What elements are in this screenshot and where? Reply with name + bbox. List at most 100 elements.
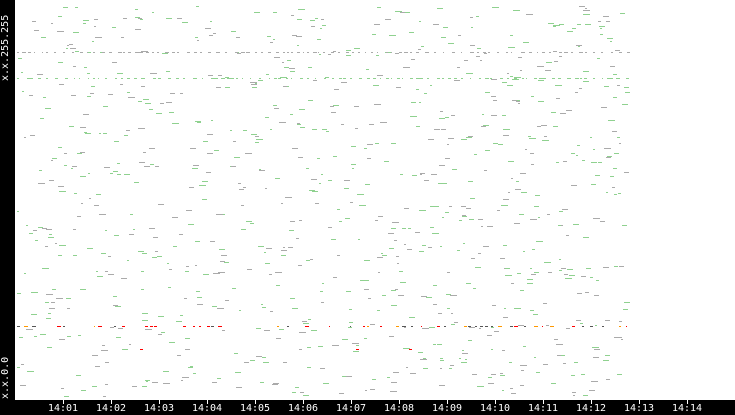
row-mark <box>268 52 271 53</box>
data-point <box>158 204 164 205</box>
data-point <box>297 45 299 46</box>
data-point <box>168 287 171 288</box>
data-point <box>360 205 366 206</box>
x-tick <box>111 400 112 404</box>
data-point <box>155 251 158 252</box>
row-mark <box>358 52 360 53</box>
row-mark <box>367 326 369 327</box>
data-point <box>344 188 349 189</box>
data-point <box>603 16 609 17</box>
row-mark <box>549 52 551 53</box>
data-point <box>241 229 246 230</box>
data-point <box>292 148 298 149</box>
data-point <box>586 268 591 269</box>
data-point <box>308 100 313 101</box>
data-point <box>502 390 504 391</box>
data-point <box>49 180 54 181</box>
row-mark <box>127 78 130 79</box>
data-point <box>582 160 585 161</box>
data-point <box>319 54 321 55</box>
data-point <box>445 117 449 118</box>
data-point <box>322 129 327 130</box>
row-mark <box>477 52 479 53</box>
data-point <box>502 82 507 83</box>
data-point <box>510 35 513 36</box>
data-point <box>581 374 585 375</box>
data-point <box>437 8 443 9</box>
data-point <box>52 158 57 159</box>
data-point <box>46 229 52 230</box>
data-point <box>289 68 295 69</box>
data-point <box>530 153 534 154</box>
data-point <box>469 327 475 328</box>
data-point <box>476 56 480 57</box>
data-point <box>491 79 497 80</box>
data-point <box>624 302 630 303</box>
data-point <box>397 263 399 264</box>
data-point <box>450 295 457 296</box>
data-point <box>313 80 317 81</box>
data-point <box>333 51 336 52</box>
row-mark <box>93 52 95 53</box>
data-point <box>310 259 313 260</box>
data-point <box>617 137 620 138</box>
x-tick <box>351 400 352 404</box>
row-mark <box>150 326 153 327</box>
data-point <box>225 300 229 301</box>
data-point <box>85 133 91 134</box>
data-point <box>289 230 294 231</box>
data-point <box>466 137 472 138</box>
data-point <box>410 116 417 117</box>
data-point <box>454 322 458 323</box>
data-point <box>55 243 57 244</box>
data-point <box>545 70 551 71</box>
data-point <box>600 34 603 35</box>
data-point <box>612 131 617 132</box>
data-point <box>152 382 158 383</box>
data-point <box>360 280 363 281</box>
row-mark <box>74 78 75 79</box>
data-point <box>236 37 240 38</box>
data-point <box>393 372 399 373</box>
data-point <box>585 292 589 293</box>
data-point <box>591 381 598 382</box>
data-point <box>352 168 354 169</box>
data-point <box>484 53 487 54</box>
data-point <box>63 7 68 8</box>
row-mark <box>297 52 300 53</box>
data-point <box>275 272 282 273</box>
data-point <box>433 285 437 286</box>
data-point <box>469 219 474 220</box>
data-point <box>457 67 460 68</box>
data-point <box>196 291 200 292</box>
data-point <box>58 62 63 63</box>
data-point <box>30 135 35 136</box>
data-point <box>177 18 182 19</box>
row-mark <box>611 52 613 53</box>
data-point <box>580 323 583 324</box>
data-point <box>299 220 302 221</box>
data-point <box>66 48 68 49</box>
x-tick-label: 14:08 <box>383 403 415 414</box>
row-mark <box>300 78 303 79</box>
data-point <box>138 18 142 19</box>
data-point <box>589 390 595 391</box>
data-point <box>419 102 421 103</box>
data-point <box>122 349 128 350</box>
data-point <box>342 339 348 340</box>
data-point <box>619 143 621 144</box>
row-mark <box>17 78 19 79</box>
data-point <box>331 239 336 240</box>
row-mark <box>114 326 116 327</box>
data-point <box>270 311 273 312</box>
row-mark <box>87 52 88 53</box>
data-point <box>593 149 595 150</box>
row-mark <box>580 78 582 79</box>
data-point <box>583 10 590 11</box>
data-point <box>451 115 455 116</box>
data-point <box>42 228 47 229</box>
row-mark <box>27 78 31 79</box>
data-point <box>428 139 434 140</box>
data-point <box>163 383 170 384</box>
row-mark <box>72 52 74 53</box>
